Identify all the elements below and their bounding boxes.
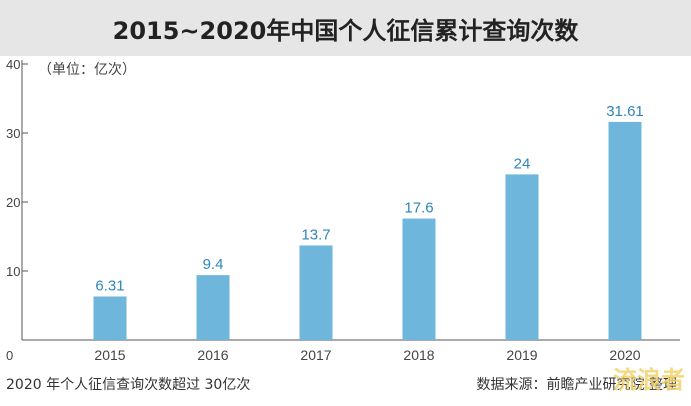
footer-note: 2020 年个人征信查询次数超过 30亿次 — [6, 377, 251, 393]
bar — [402, 218, 436, 340]
y-tick-label: 10 — [6, 264, 20, 279]
bar-value-label: 9.4 — [203, 256, 224, 273]
x-tick-label: 2018 — [403, 347, 434, 363]
watermark-logo: 流浪者 — [613, 366, 685, 394]
data-source: 数据来源：前瞻产业研究院 整理 — [476, 377, 677, 393]
x-tick-label: 2016 — [197, 347, 228, 363]
y-tick-label: 0 — [6, 348, 13, 363]
bar-value-label: 31.61 — [606, 103, 644, 120]
x-tick-label: 2019 — [506, 347, 537, 363]
bar-value-label: 6.31 — [95, 277, 124, 294]
x-tick-label: 2017 — [300, 347, 331, 363]
unit-note: （单位：亿次） — [38, 62, 136, 78]
chart-title: 2015~2020年中国个人征信累计查询次数 — [112, 16, 579, 45]
title-bar: 2015~2020年中国个人征信累计查询次数 — [0, 0, 691, 56]
bar-value-label: 17.6 — [404, 200, 433, 217]
bar — [93, 296, 127, 340]
bar-value-label: 13.7 — [301, 226, 330, 243]
x-tick-label: 2020 — [609, 347, 640, 363]
bar — [299, 245, 333, 340]
bar — [196, 275, 230, 340]
bar-chart: 0 10 20 30 40 （单位：亿次） 6.31 2015 9.4 2016 13.7 2017 1… — [6, 57, 680, 363]
y-tick-label: 20 — [6, 195, 20, 210]
y-tick-label: 30 — [6, 126, 20, 141]
bar-value-label: 24 — [514, 155, 531, 172]
bar — [505, 174, 539, 340]
bar — [608, 121, 642, 341]
x-tick-label: 2015 — [94, 347, 125, 363]
y-tick-label: 40 — [6, 57, 20, 72]
